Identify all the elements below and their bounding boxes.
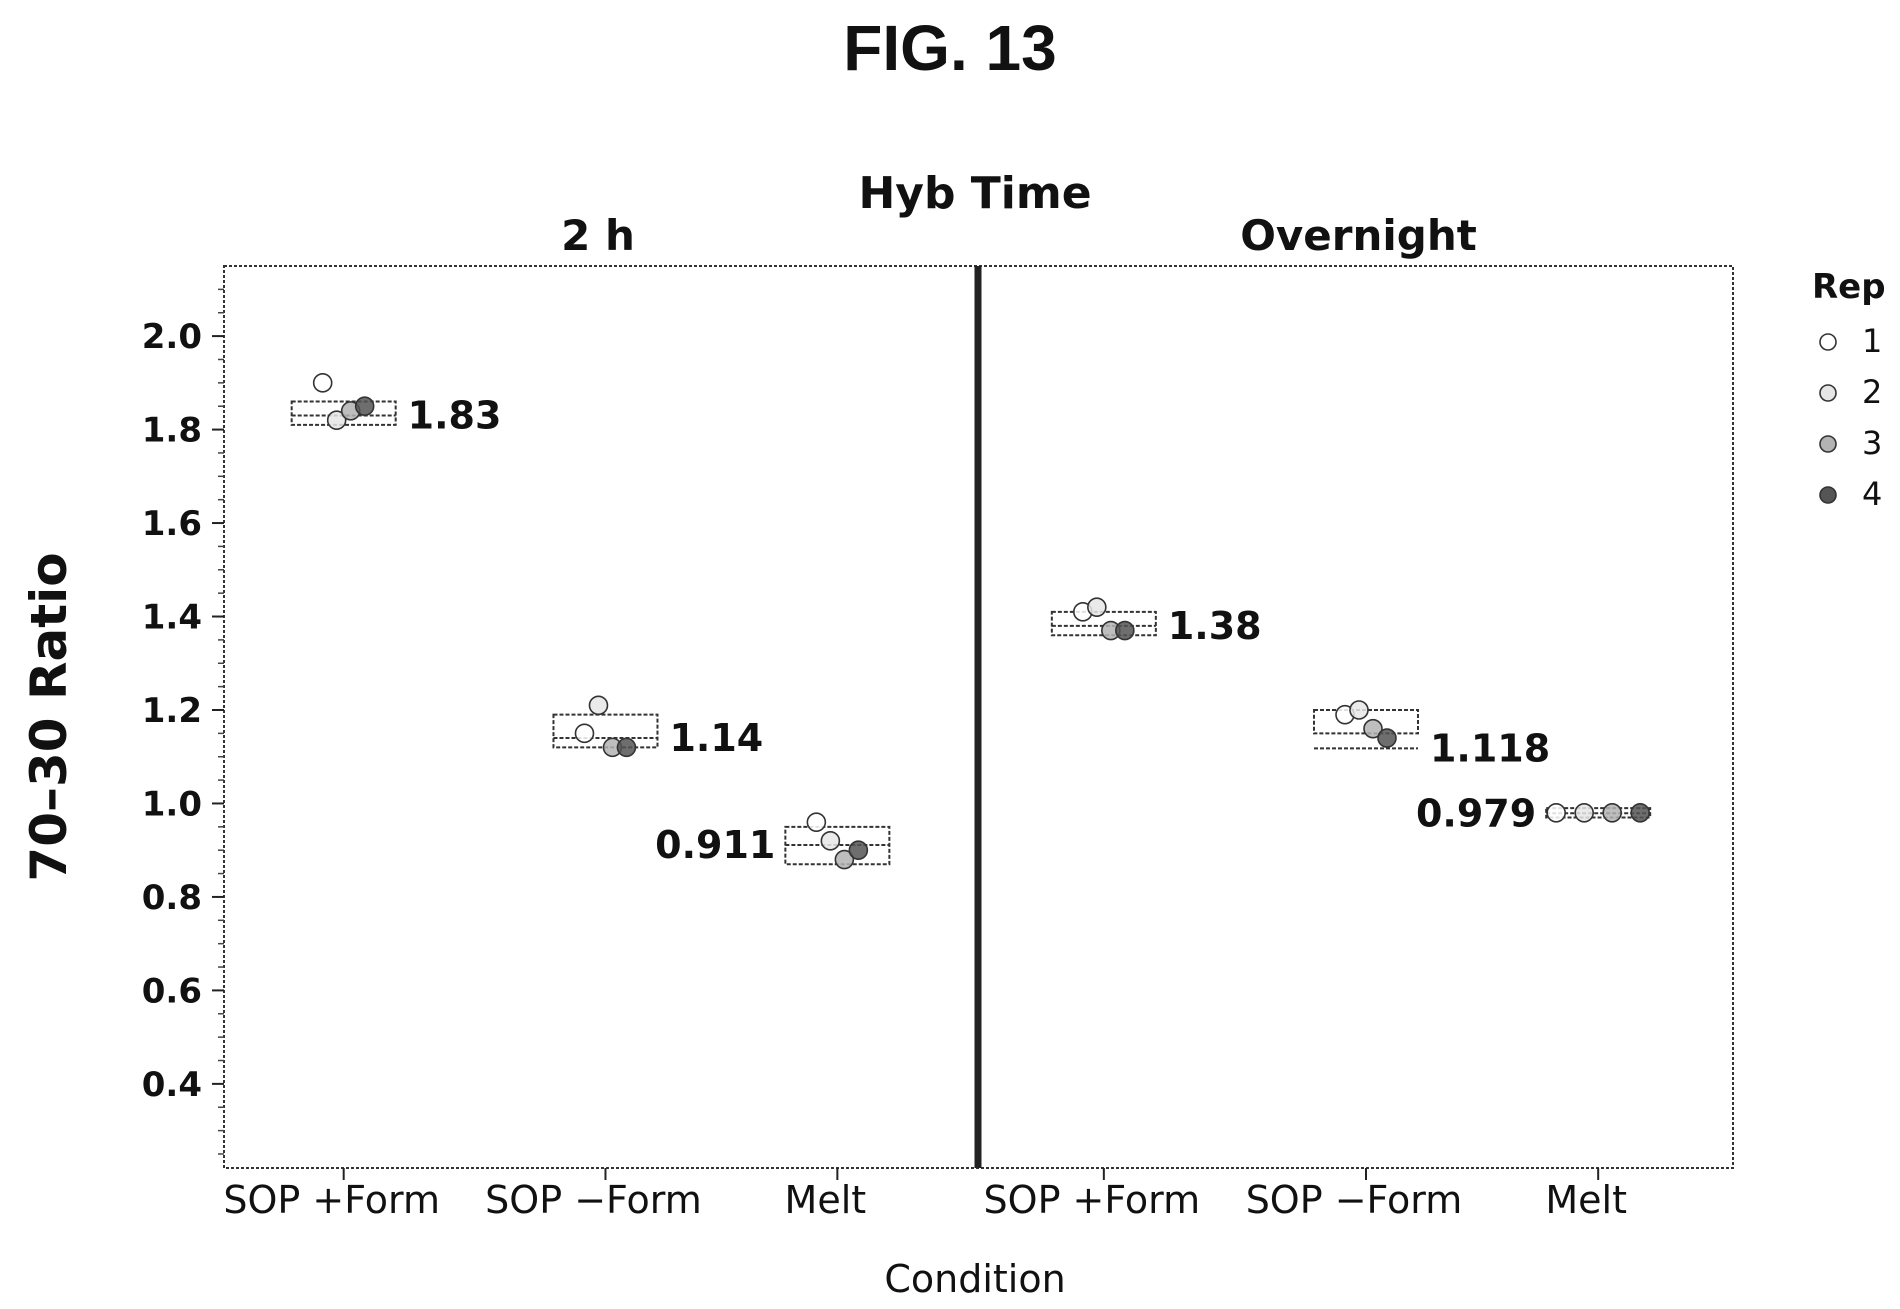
point-rep-4 [354, 396, 375, 417]
ytick-label: 2.0 [142, 317, 202, 357]
median-label: 0.979 [1416, 791, 1536, 835]
panel-label-overnight: Overnight [1240, 211, 1477, 260]
median-label: 1.118 [1430, 726, 1550, 770]
median-label: 1.83 [408, 394, 502, 438]
faceted-box-chart: Hyb Time 2 h Overnight 0.4 0.6 0.8 1.0 1.2 1.4 1.… [20, 168, 1886, 1301]
panel-2-h: SOP +Form 1.83 SOP −Form 1.14 Melt 0.911 [223, 373, 891, 1222]
ytick-label: 0.6 [142, 971, 202, 1011]
legend-label-2: 2 [1862, 373, 1882, 411]
ytick-label: 1.2 [142, 691, 202, 731]
box-2-h-sop-form [290, 400, 397, 426]
median-label: 1.38 [1168, 604, 1262, 648]
point-rep-1 [574, 723, 595, 744]
point-rep-2 [326, 410, 347, 431]
median-label: 0.911 [655, 823, 775, 867]
point-rep-3 [834, 849, 855, 870]
legend-label-3: 3 [1862, 424, 1882, 462]
point-rep-2 [1574, 803, 1594, 823]
point-rep-1 [1546, 803, 1566, 823]
legend-marker-1 [1819, 333, 1837, 351]
y-axis-title: 70–30 Ratio [20, 552, 78, 881]
point-rep-2 [588, 695, 609, 716]
xtick-label-sop-form: SOP +Form [984, 1178, 1201, 1222]
legend-label-1: 1 [1862, 322, 1882, 360]
legend-marker-3 [1819, 435, 1837, 453]
legend: Rep 1 2 3 4 [1812, 267, 1886, 513]
point-rep-1 [806, 812, 827, 832]
median-label: 1.14 [669, 716, 763, 760]
point-rep-4 [1630, 803, 1650, 823]
ytick-label: 1.0 [142, 784, 202, 824]
point-rep-1 [312, 373, 333, 393]
panel-label-2-h: 2 h [561, 211, 635, 260]
point-rep-3 [1602, 803, 1622, 823]
panel-overnight: SOP +Form 1.38 SOP −Form 1.118 Melt 0.979 [984, 597, 1652, 1222]
xtick-label-sop-form: SOP +Form [223, 1178, 440, 1222]
point-rep-2 [820, 831, 841, 851]
legend-marker-4 [1819, 486, 1837, 504]
point-rep-2 [1087, 597, 1107, 617]
xtick-label-melt: Melt [785, 1178, 867, 1222]
point-rep-2 [1349, 700, 1369, 720]
ytick-label: 1.8 [142, 411, 202, 451]
facet-title: Hyb Time [858, 168, 1091, 219]
ytick-label: 0.8 [142, 878, 202, 918]
ytick-label: 1.6 [142, 504, 202, 544]
ytick-label: 0.4 [142, 1065, 202, 1105]
xtick-label-sop-form: SOP −Form [1246, 1178, 1463, 1222]
legend-label-4: 4 [1862, 475, 1882, 513]
x-axis-title: Condition [884, 1257, 1065, 1301]
xtick-label-melt: Melt [1545, 1178, 1627, 1222]
xtick-label-sop-form: SOP −Form [485, 1178, 702, 1222]
legend-title: Rep [1812, 267, 1886, 307]
point-rep-4 [616, 737, 637, 758]
point-rep-4 [1115, 620, 1135, 641]
point-rep-3 [1363, 718, 1383, 739]
point-rep-4 [848, 840, 869, 860]
ytick-label: 1.4 [142, 598, 202, 638]
figure-title: FIG. 13 [843, 12, 1056, 84]
legend-marker-2 [1819, 384, 1837, 402]
point-rep-4 [1377, 728, 1397, 748]
